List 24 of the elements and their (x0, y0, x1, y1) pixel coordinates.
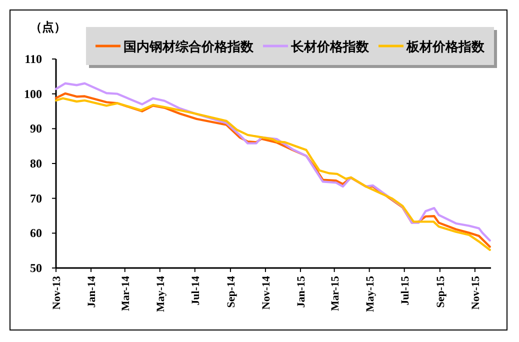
y-axis-title: （点） (30, 20, 66, 34)
legend-label: 长材价格指数 (290, 40, 370, 55)
x-tick-label: Jan-15 (295, 276, 308, 308)
x-tick-label: May-14 (154, 276, 167, 312)
x-tick-label: May-15 (364, 276, 376, 312)
x-tick-label: Jul-14 (190, 276, 202, 306)
x-tick-label: Mar-14 (120, 276, 132, 312)
x-tick-label: Nov-15 (470, 276, 482, 310)
x-tick-label: Nov-13 (51, 276, 63, 310)
x-tick-label: Sep-14 (225, 276, 238, 308)
y-tick-label: 60 (30, 226, 42, 240)
y-tick-label: 50 (30, 261, 42, 275)
y-tick-label: 90 (30, 122, 42, 136)
y-tick-label: 80 (30, 156, 42, 170)
y-tick-label: 70 (30, 191, 42, 206)
x-tick-label: Jul-15 (399, 276, 412, 306)
y-tick-label: 100 (24, 86, 42, 101)
x-tick-label: Sep-15 (434, 276, 447, 308)
x-tick-label: Jan-14 (86, 276, 98, 308)
x-tick-label: Nov-14 (260, 276, 272, 310)
legend-label: 国内钢材综合价格指数 (124, 39, 254, 55)
x-tick-label: Mar-15 (329, 276, 342, 312)
legend-label: 板材价格指数 (406, 40, 486, 55)
y-tick-label: 110 (24, 52, 42, 66)
